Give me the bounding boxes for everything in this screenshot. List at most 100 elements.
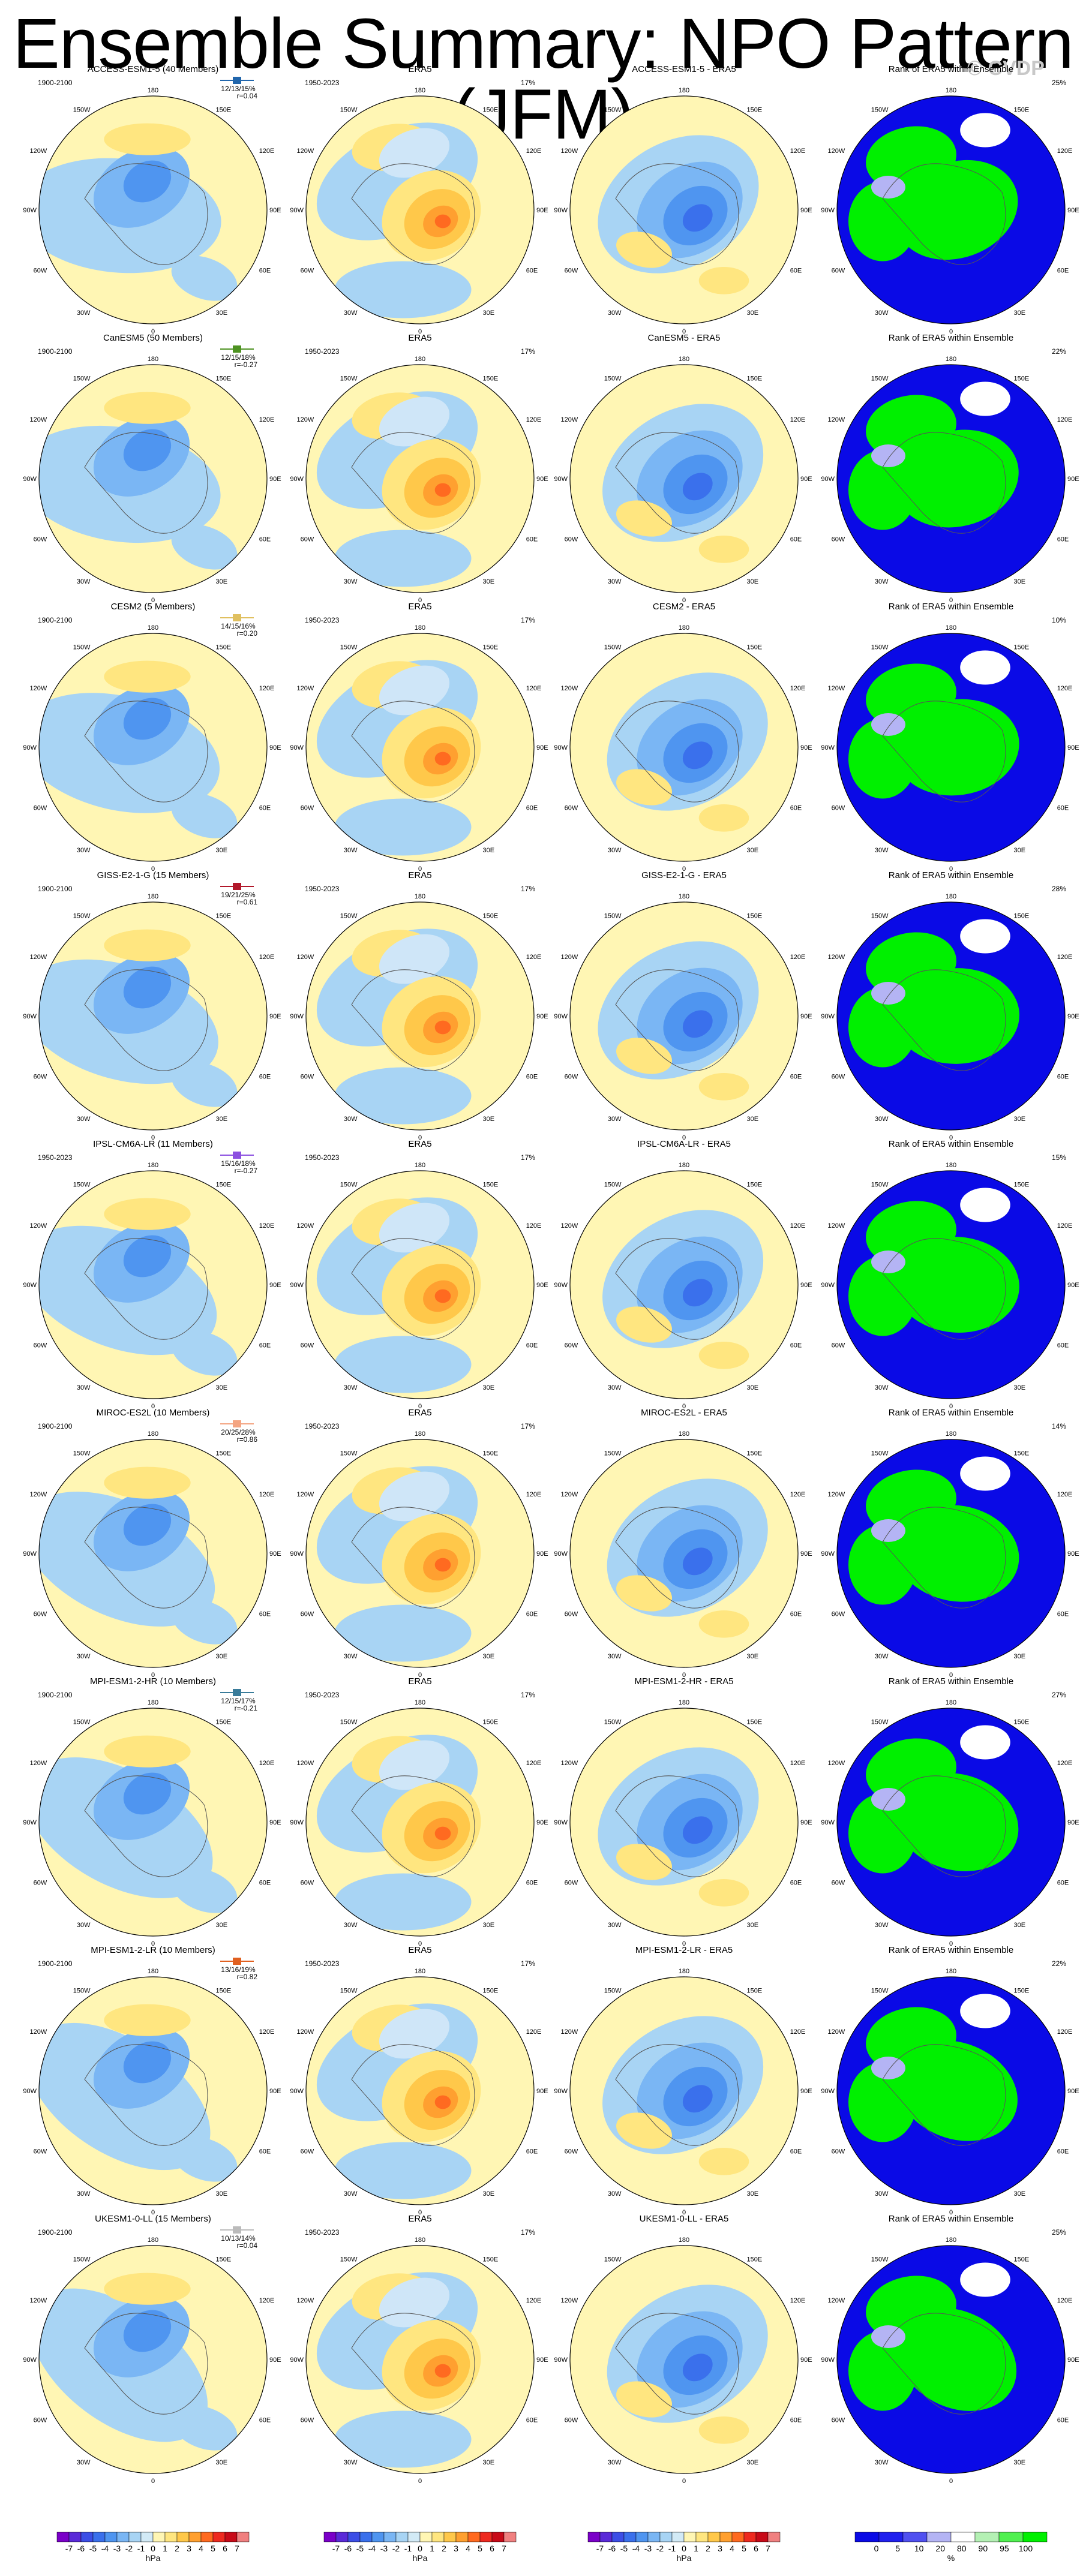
contour-region	[104, 660, 191, 693]
longitude-label: 120W	[561, 148, 578, 155]
coastline	[615, 1775, 739, 1877]
longitude-label: 30E	[747, 2190, 759, 2198]
longitude-label: 90W	[821, 2088, 835, 2095]
contour-region	[123, 429, 172, 471]
rank-blob	[871, 444, 905, 467]
contour-region	[698, 804, 749, 832]
colorbar-tick: -6	[608, 2544, 616, 2553]
difference-title: MPI-ESM1-2-LR - ERA5	[635, 1945, 733, 1955]
longitude-label: 30E	[747, 1653, 759, 1660]
longitude-label: 90E	[1067, 744, 1079, 752]
rank-pct: 15%	[1052, 1153, 1066, 1162]
longitude-label: 30E	[747, 2459, 759, 2466]
colorbar-tick: -7	[596, 2544, 604, 2553]
colorbar-swatch	[998, 2532, 1024, 2542]
contour-region	[123, 160, 172, 203]
longitude-label: 30E	[1014, 1922, 1026, 1929]
era5-variance: 17%	[521, 347, 535, 356]
contour-region	[698, 1073, 749, 1101]
map-border	[38, 1170, 268, 1399]
colorbar-tick: 3	[718, 2544, 722, 2553]
longitude-label: 180	[679, 1699, 689, 1706]
rank-blob	[895, 429, 1019, 528]
longitude-label: 150W	[604, 2256, 622, 2264]
longitude-label: 150E	[747, 375, 763, 383]
contour-region	[171, 2405, 238, 2451]
longitude-label: 90E	[536, 1282, 548, 1289]
colorbar-swatch	[419, 2532, 433, 2542]
rank-blob	[871, 713, 905, 736]
rank-blob	[895, 1773, 1019, 1871]
longitude-label: 60E	[790, 2148, 802, 2156]
contour-region	[123, 966, 172, 1009]
longitude-label: 90E	[800, 476, 812, 483]
longitude-label: 150W	[604, 1450, 622, 1457]
colorbar-swatch	[707, 2532, 721, 2542]
longitude-label: 60W	[301, 1880, 314, 1887]
rank-blob	[848, 1525, 917, 1605]
longitude-label: 150W	[73, 644, 91, 651]
contour-region	[379, 2277, 450, 2328]
era5-period: 1950-2023	[305, 1959, 340, 1968]
rank-title: Rank of ERA5 within Ensemble	[889, 870, 1013, 880]
coastline	[615, 163, 739, 265]
longitude-label: 0	[418, 1403, 422, 1410]
colorbar-swatch	[140, 2532, 154, 2542]
longitude-label: 120E	[259, 148, 275, 155]
longitude-label: 180	[415, 2237, 425, 2244]
longitude-label: 30E	[483, 2459, 495, 2466]
longitude-label: 180	[148, 356, 158, 363]
colorbar-swatch	[116, 2532, 130, 2542]
colorbar-2: -7 -6 -5 -4 -3 -2 -1 0 1 2 3 4 5 6 7 hPa	[587, 2532, 781, 2563]
colorbar-swatch	[1022, 2532, 1048, 2542]
diff-map-5: 180 0 150W 150E 120W 120E 90W 90E 60W 60E 30W 30E	[554, 1430, 812, 1679]
rank-blob	[960, 1725, 1010, 1760]
contour-region	[379, 1203, 450, 1253]
colorbar-tick: 3	[187, 2544, 191, 2553]
colorbar-swatch	[755, 2532, 769, 2542]
longitude-label: 30W	[875, 309, 889, 317]
contour-region	[698, 2148, 749, 2175]
longitude-label: 0	[949, 597, 953, 604]
longitude-label: 30W	[344, 2459, 358, 2466]
longitude-label: 60W	[565, 1074, 578, 1081]
longitude-label: 150E	[216, 1182, 232, 1189]
map-border	[569, 2245, 799, 2474]
longitude-label: 120W	[297, 1491, 314, 1498]
model-map-0: 180 0 150W 150E 120W 120E 90W 90E 60W 60E 30W 30E	[23, 87, 281, 335]
model-title: MPI-ESM1-2-LR (10 Members)	[91, 1945, 215, 1955]
contour-region	[434, 1289, 451, 1303]
longitude-label: 30E	[1014, 847, 1026, 854]
longitude-label: 90E	[800, 1282, 812, 1289]
longitude-label: 150W	[340, 107, 358, 114]
longitude-label: 30W	[77, 2190, 91, 2198]
rank-pct: 28%	[1052, 885, 1066, 893]
longitude-label: 120E	[790, 1491, 806, 1498]
colorbar-swatch	[503, 2532, 517, 2542]
longitude-label: 60E	[526, 1074, 538, 1081]
longitude-label: 30W	[608, 1116, 622, 1123]
longitude-label: 30W	[875, 1922, 889, 1929]
longitude-label: 60E	[1057, 1611, 1069, 1618]
map-border	[38, 1976, 268, 2205]
colorbar-swatch	[587, 2532, 601, 2542]
model-map-1: 180 0 150W 150E 120W 120E 90W 90E 60W 60E 30W 30E	[23, 356, 281, 604]
colorbar-swatch	[443, 2532, 457, 2542]
longitude-label: 180	[415, 356, 425, 363]
colorbar-tick: 7	[502, 2544, 506, 2553]
longitude-label: 0	[682, 328, 686, 335]
contour-region	[434, 1826, 451, 1841]
colorbar-swatch	[176, 2532, 190, 2542]
model-period: 1900-2100	[38, 2228, 73, 2237]
contour-region	[698, 1342, 749, 1369]
colorbar-swatch	[902, 2532, 928, 2542]
longitude-label: 150E	[483, 375, 499, 383]
map-border	[569, 95, 799, 324]
map-border	[305, 364, 535, 593]
longitude-label: 150E	[483, 1182, 499, 1189]
contour-region	[434, 214, 451, 229]
difference-title: MIROC-ES2L - ERA5	[641, 1408, 727, 1418]
longitude-label: 60E	[790, 267, 802, 275]
model-map-3: 180 0 150W 150E 120W 120E 90W 90E 60W 60E 30W 30E	[23, 893, 281, 1141]
longitude-label: 30E	[216, 309, 228, 317]
